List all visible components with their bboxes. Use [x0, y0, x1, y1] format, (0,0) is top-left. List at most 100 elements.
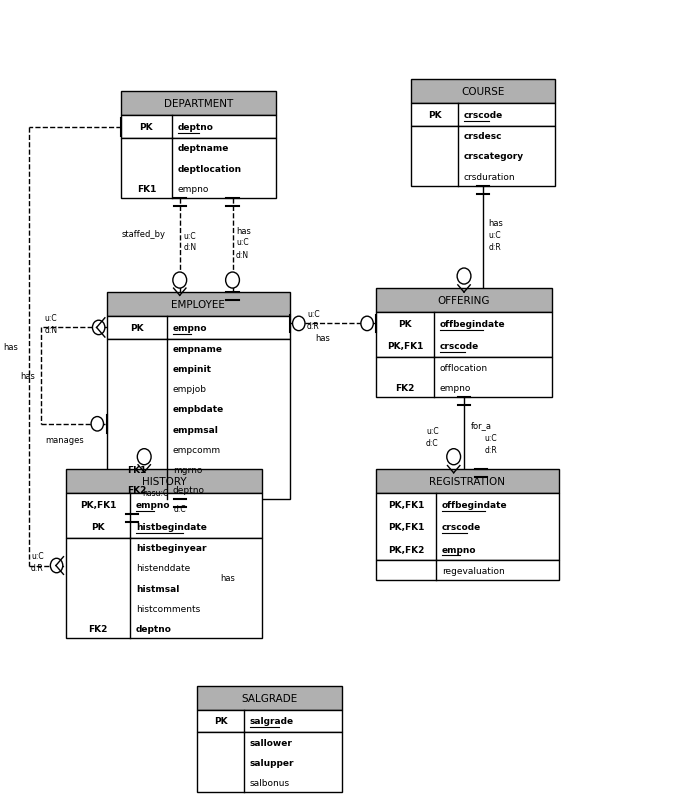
Bar [411, 80, 555, 104]
Text: PK: PK [91, 522, 105, 532]
Circle shape [172, 273, 186, 289]
Text: PK,FK1: PK,FK1 [387, 342, 423, 351]
Text: deptname: deptname [177, 144, 229, 153]
Bar [197, 686, 342, 710]
Bar [66, 538, 262, 638]
Text: PK,FK1: PK,FK1 [80, 500, 116, 509]
Text: has: has [220, 573, 235, 582]
Text: FK2: FK2 [88, 624, 108, 633]
Text: for_a: for_a [471, 421, 492, 430]
Bar [376, 358, 552, 398]
Text: FK2: FK2 [395, 383, 415, 392]
Text: mgrno: mgrno [172, 465, 202, 474]
Text: empbdate: empbdate [172, 405, 224, 414]
Text: regevaluation: regevaluation [442, 566, 504, 575]
Text: PK: PK [130, 323, 144, 333]
Text: PK,FK2: PK,FK2 [388, 545, 424, 554]
Circle shape [50, 558, 63, 573]
Text: u:C: u:C [489, 231, 501, 240]
Bar [66, 469, 262, 493]
Text: has: has [21, 371, 36, 381]
Text: offbegindate: offbegindate [442, 500, 508, 509]
Text: crsduration: crsduration [464, 172, 515, 181]
Text: deptno: deptno [136, 624, 172, 633]
Text: EMPLOYEE: EMPLOYEE [171, 300, 226, 310]
Text: empname: empname [172, 345, 223, 354]
Text: salbonus: salbonus [250, 778, 290, 787]
Text: salgrade: salgrade [250, 716, 294, 726]
Text: empno: empno [440, 383, 471, 392]
Text: sallower: sallower [250, 738, 293, 747]
Text: u:C: u:C [184, 232, 196, 241]
Circle shape [226, 273, 239, 289]
Text: staffed_by: staffed_by [121, 229, 165, 238]
Text: histenddate: histenddate [136, 564, 190, 573]
Text: empno: empno [136, 500, 170, 509]
Text: has: has [316, 334, 331, 343]
Text: d:N: d:N [184, 243, 197, 252]
Circle shape [293, 317, 305, 331]
Text: FK1: FK1 [128, 465, 147, 474]
Text: FK2: FK2 [128, 485, 147, 494]
Text: SALGRADE: SALGRADE [241, 693, 297, 703]
Bar [411, 127, 555, 187]
Circle shape [91, 417, 103, 431]
Bar [376, 561, 559, 581]
Circle shape [457, 269, 471, 285]
Text: empinit: empinit [172, 365, 212, 374]
Text: REGISTRATION: REGISTRATION [429, 476, 506, 486]
Text: u:C: u:C [484, 433, 497, 442]
Text: u:C: u:C [307, 310, 319, 319]
Text: d:N: d:N [45, 326, 58, 335]
Bar [121, 92, 276, 116]
Text: PK: PK [214, 716, 228, 726]
Text: histcomments: histcomments [136, 604, 200, 613]
Text: empno: empno [172, 323, 207, 333]
Text: empno: empno [442, 545, 476, 554]
Bar [66, 493, 262, 538]
Text: crscode: crscode [440, 342, 479, 351]
Text: DEPARTMENT: DEPARTMENT [164, 99, 233, 109]
Text: d:R: d:R [489, 243, 501, 252]
Text: HISTORY: HISTORY [141, 476, 186, 486]
Text: crsdesc: crsdesc [464, 132, 502, 141]
Text: COURSE: COURSE [462, 87, 504, 97]
Text: has: has [489, 219, 504, 228]
Bar [107, 293, 290, 317]
Text: d:C: d:C [173, 504, 186, 514]
Text: empno: empno [177, 184, 209, 193]
Text: PK,FK1: PK,FK1 [388, 522, 424, 532]
Text: PK: PK [139, 123, 153, 132]
Text: histbeginyear: histbeginyear [136, 544, 206, 553]
Text: histbegindate: histbegindate [136, 522, 207, 532]
Text: deptno: deptno [177, 123, 213, 132]
Text: d:R: d:R [307, 322, 319, 331]
Text: has: has [3, 342, 18, 351]
Text: has: has [236, 227, 251, 236]
Text: crscode: crscode [442, 522, 481, 532]
Text: crscode: crscode [464, 111, 503, 120]
Circle shape [137, 449, 151, 465]
Text: u:C: u:C [45, 314, 57, 323]
Text: d:N: d:N [236, 251, 249, 260]
Bar [411, 104, 555, 127]
Text: d:C: d:C [426, 439, 439, 448]
Circle shape [447, 449, 460, 465]
Text: FK1: FK1 [137, 184, 156, 193]
Bar [107, 339, 290, 500]
Text: PK,FK1: PK,FK1 [388, 500, 424, 509]
Bar [376, 469, 559, 493]
Text: histmsal: histmsal [136, 584, 179, 593]
Text: salupper: salupper [250, 758, 295, 767]
Text: u:C: u:C [236, 238, 248, 247]
Text: d:R: d:R [484, 445, 497, 454]
Text: deptlocation: deptlocation [177, 164, 242, 173]
Text: deptno: deptno [172, 485, 205, 494]
Text: empcomm: empcomm [172, 445, 221, 454]
Text: hasu:C: hasu:C [142, 488, 168, 498]
Bar [376, 493, 559, 561]
Text: empmsal: empmsal [172, 425, 219, 434]
Bar [121, 116, 276, 139]
Bar [197, 732, 342, 792]
Text: offlocation: offlocation [440, 363, 488, 372]
